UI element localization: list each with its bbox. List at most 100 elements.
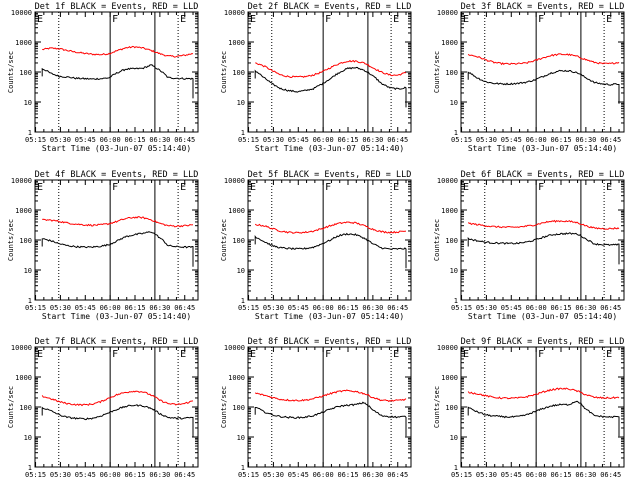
y-tick-label: 10 xyxy=(237,99,245,107)
events-series-line xyxy=(467,232,620,265)
y-tick-label: 10000 xyxy=(437,9,458,17)
events-series-line xyxy=(41,404,194,438)
panel-1: Det 1f BLACK = Events, RED = LLD Counts/s… xyxy=(7,2,199,153)
interval-marker: F xyxy=(325,349,331,360)
panel-title: Det 6f BLACK = Events, RED = LLD xyxy=(461,170,625,180)
x-tick-label: 06:15 xyxy=(124,136,145,144)
x-tick-label: 05:15 xyxy=(25,136,46,144)
x-axis-label: Start Time (03-Jun-07 05:14:40) xyxy=(42,144,191,153)
y-axis-label: Counts/sec xyxy=(220,386,228,428)
plot-frame xyxy=(34,346,199,468)
x-tick-label: 06:45 xyxy=(600,471,621,479)
y-tick-label: 1 xyxy=(241,464,245,472)
panel-5: Det 5f BLACK = Events, RED = LLD Counts/s… xyxy=(220,170,412,321)
y-tick-label: 10000 xyxy=(437,344,458,352)
y-tick-label: 1000 xyxy=(15,374,32,382)
x-tick-label: 05:45 xyxy=(75,304,96,312)
x-tick-label: 05:45 xyxy=(75,136,96,144)
x-tick-label: 06:00 xyxy=(526,304,547,312)
x-tick-label: 06:15 xyxy=(337,304,358,312)
interval-marker: E xyxy=(37,14,43,25)
interval-marker: E xyxy=(250,182,256,193)
events-series-line xyxy=(41,64,194,99)
y-tick-label: 1 xyxy=(454,297,458,305)
x-tick-label: 06:00 xyxy=(526,471,547,479)
lld-series-line xyxy=(255,59,407,79)
plot-frame xyxy=(460,11,625,133)
panel-7: Det 7f BLACK = Events, RED = LLD Counts/s… xyxy=(7,337,199,480)
interval-marker: E xyxy=(180,14,186,25)
x-tick-label: 05:15 xyxy=(451,136,472,144)
x-tick-label: 05:15 xyxy=(451,304,472,312)
y-tick-label: 100 xyxy=(232,69,245,77)
interval-marker: F xyxy=(112,349,118,360)
x-tick-label: 05:15 xyxy=(25,304,46,312)
x-tick-label: 06:00 xyxy=(526,136,547,144)
x-tick-label: 05:15 xyxy=(451,471,472,479)
panel-2: Det 2f BLACK = Events, RED = LLD Counts/s… xyxy=(220,2,412,153)
interval-marker: E xyxy=(463,14,469,25)
y-axis-label: Counts/sec xyxy=(220,219,228,261)
x-tick-label: 05:15 xyxy=(238,136,259,144)
y-tick-label: 10000 xyxy=(437,177,458,185)
interval-marker: E xyxy=(250,349,256,360)
y-tick-label: 100 xyxy=(19,69,32,77)
x-tick-label: 06:30 xyxy=(362,136,383,144)
interval-marker: E xyxy=(606,182,612,193)
y-tick-label: 10000 xyxy=(11,344,32,352)
interval-marker: F xyxy=(538,182,544,193)
x-tick-label: 05:45 xyxy=(288,471,309,479)
panel-title: Det 8f BLACK = Events, RED = LLD xyxy=(248,337,412,347)
x-tick-label: 05:15 xyxy=(25,471,46,479)
lld-series-line xyxy=(254,221,407,234)
interval-marker: F xyxy=(325,182,331,193)
y-tick-label: 100 xyxy=(445,69,458,77)
y-tick-label: 10 xyxy=(450,99,458,107)
y-tick-label: 1 xyxy=(28,464,32,472)
lld-series-line xyxy=(467,53,620,66)
x-tick-label: 05:30 xyxy=(476,471,497,479)
x-axis-label: Start Time (03-Jun-07 05:14:40) xyxy=(255,312,404,321)
x-tick-label: 05:30 xyxy=(263,304,284,312)
events-series-line xyxy=(254,401,407,437)
panel-3: Det 3f BLACK = Events, RED = LLD Counts/s… xyxy=(433,2,625,153)
plot-frame xyxy=(34,179,199,301)
x-tick-label: 06:00 xyxy=(313,136,334,144)
y-tick-label: 100 xyxy=(19,404,32,412)
y-tick-label: 1000 xyxy=(15,39,32,47)
panel-6: Det 6f BLACK = Events, RED = LLD Counts/s… xyxy=(433,170,625,321)
y-tick-label: 1 xyxy=(454,464,458,472)
y-tick-label: 10000 xyxy=(224,177,245,185)
x-axis-label: Start Time (03-Jun-07 05:14:40) xyxy=(468,144,617,153)
y-tick-label: 1000 xyxy=(228,374,245,382)
x-tick-label: 06:45 xyxy=(174,136,195,144)
x-tick-label: 06:45 xyxy=(174,304,195,312)
y-tick-label: 1 xyxy=(28,129,32,137)
interval-marker: F xyxy=(325,14,331,25)
y-tick-label: 1 xyxy=(241,297,245,305)
interval-marker: E xyxy=(180,349,186,360)
x-tick-label: 06:45 xyxy=(174,471,195,479)
x-tick-label: 06:15 xyxy=(550,304,571,312)
x-tick-label: 06:15 xyxy=(550,136,571,144)
y-tick-label: 1 xyxy=(454,129,458,137)
plot-frame xyxy=(247,179,412,301)
x-tick-label: 05:15 xyxy=(238,471,259,479)
plot-frame xyxy=(460,179,625,301)
x-tick-label: 06:45 xyxy=(387,136,408,144)
plot-frame xyxy=(460,346,625,468)
events-series-line xyxy=(254,66,407,108)
y-tick-label: 10 xyxy=(237,267,245,275)
y-tick-label: 1000 xyxy=(441,207,458,215)
x-tick-label: 06:30 xyxy=(362,304,383,312)
interval-marker: F xyxy=(538,349,544,360)
events-series-line xyxy=(254,232,407,269)
lld-series-line xyxy=(467,219,620,230)
events-series-line xyxy=(467,69,620,104)
events-series-line xyxy=(41,231,194,267)
y-tick-label: 10 xyxy=(450,434,458,442)
events-series-line xyxy=(467,400,620,437)
y-axis-label: Counts/sec xyxy=(220,51,228,93)
x-tick-label: 05:45 xyxy=(501,471,522,479)
